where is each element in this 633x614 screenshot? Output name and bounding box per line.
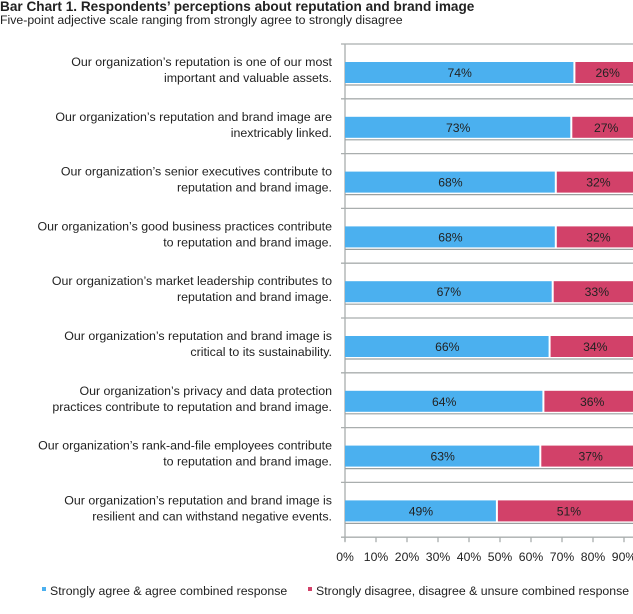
x-tick-label: 10% [364, 550, 389, 564]
x-tick-label: 60% [519, 550, 544, 564]
bar-label-disagree: 27% [594, 121, 619, 135]
bar-label-disagree: 36% [580, 395, 605, 409]
bar-agree [345, 116, 571, 138]
bar-agree [345, 445, 540, 467]
bar-disagree [575, 62, 633, 83]
bar-agree [345, 226, 555, 248]
category-label: Our organization’s good business practic… [37, 219, 332, 233]
bar-label-disagree: 26% [595, 66, 620, 80]
bar-disagree [556, 171, 633, 193]
x-tick-label: 70% [550, 550, 575, 564]
legend-swatch-agree [42, 587, 46, 591]
bar-agree [345, 171, 555, 193]
bar-agree [345, 281, 552, 303]
category-label: Our organization’s rank-and-file employe… [38, 439, 332, 453]
bar-disagree [497, 500, 633, 522]
category-label: Our organization’s reputation and brand … [64, 493, 332, 507]
bar-label-disagree: 32% [586, 230, 611, 244]
legend-item-disagree: Strongly disagree, disagree & unsure com… [308, 584, 629, 598]
bar-label-disagree: 34% [583, 340, 608, 354]
bar-label-agree: 64% [432, 395, 457, 409]
x-tick-label: 40% [457, 550, 482, 564]
bar-agree [345, 62, 574, 83]
bar-agree [345, 336, 549, 357]
x-tick-label: 90% [612, 550, 633, 564]
bar-label-disagree: 51% [557, 504, 582, 518]
category-label: Our organization’s market leadership con… [52, 274, 332, 288]
bar-label-agree: 68% [438, 176, 463, 190]
bar-label-agree: 63% [430, 450, 455, 464]
bar-label-disagree: 32% [586, 176, 611, 190]
x-tick-label: 0% [336, 550, 354, 564]
x-tick-label: 50% [488, 550, 513, 564]
bar-disagree [550, 336, 633, 357]
bar-disagree [556, 226, 633, 248]
bar-disagree [541, 445, 633, 467]
category-label: to reputation and brand image. [163, 235, 332, 249]
category-label: resilient and can withstand negative eve… [92, 509, 332, 523]
category-label: Our organization’s privacy and data prot… [79, 384, 332, 398]
category-label: reputation and brand image. [177, 290, 332, 304]
bar-agree [345, 500, 496, 522]
chart-title: Bar Chart 1. Respondents’ perceptions ab… [0, 0, 475, 14]
category-label: Our organization’s reputation is one of … [71, 55, 332, 69]
x-tick-label: 20% [395, 550, 420, 564]
bar-label-agree: 73% [446, 121, 471, 135]
legend-item-agree: Strongly agree & agree combined response [42, 584, 287, 598]
category-label: important and valuable assets. [164, 71, 332, 85]
category-label: practices contribute to reputation and b… [52, 400, 332, 414]
category-label: reputation and brand image. [177, 181, 332, 195]
x-tick-label: 80% [581, 550, 606, 564]
bar-agree [345, 390, 543, 412]
category-label: to reputation and brand image. [163, 455, 332, 469]
bar-disagree [553, 281, 633, 303]
category-label: critical to its sustainability. [190, 345, 332, 359]
bar-disagree [544, 390, 633, 412]
legend-label-disagree: Strongly disagree, disagree & unsure com… [316, 584, 630, 598]
category-label: Our organization’s reputation and brand … [55, 110, 332, 124]
bar-label-agree: 66% [435, 340, 460, 354]
category-label: Our organization’s reputation and brand … [64, 329, 332, 343]
bar-label-disagree: 33% [585, 285, 610, 299]
bar-label-disagree: 37% [578, 450, 603, 464]
x-tick-label: 30% [426, 550, 451, 564]
category-label: inextricably linked. [231, 126, 332, 140]
bar-label-agree: 74% [447, 66, 472, 80]
legend-label-agree: Strongly agree & agree combined response [50, 584, 288, 598]
category-label: Our organization’s senior executives con… [61, 165, 332, 179]
bar-label-agree: 67% [437, 285, 462, 299]
legend-swatch-disagree [308, 587, 312, 591]
bar-disagree [572, 116, 633, 138]
chart-subtitle: Five-point adjective scale ranging from … [0, 13, 403, 27]
bar-label-agree: 68% [438, 230, 463, 244]
bar-label-agree: 49% [409, 504, 434, 518]
